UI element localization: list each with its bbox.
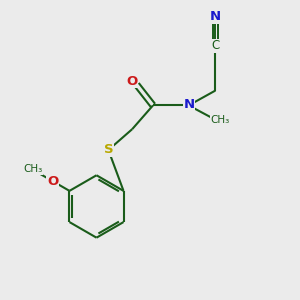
Text: S: S	[104, 143, 114, 156]
Text: O: O	[47, 175, 58, 188]
Text: CH₃: CH₃	[23, 164, 43, 174]
Text: N: N	[210, 10, 221, 23]
Text: CH₃: CH₃	[210, 115, 230, 125]
Text: O: O	[127, 74, 138, 88]
Text: N: N	[184, 98, 195, 111]
Text: C: C	[211, 40, 220, 52]
